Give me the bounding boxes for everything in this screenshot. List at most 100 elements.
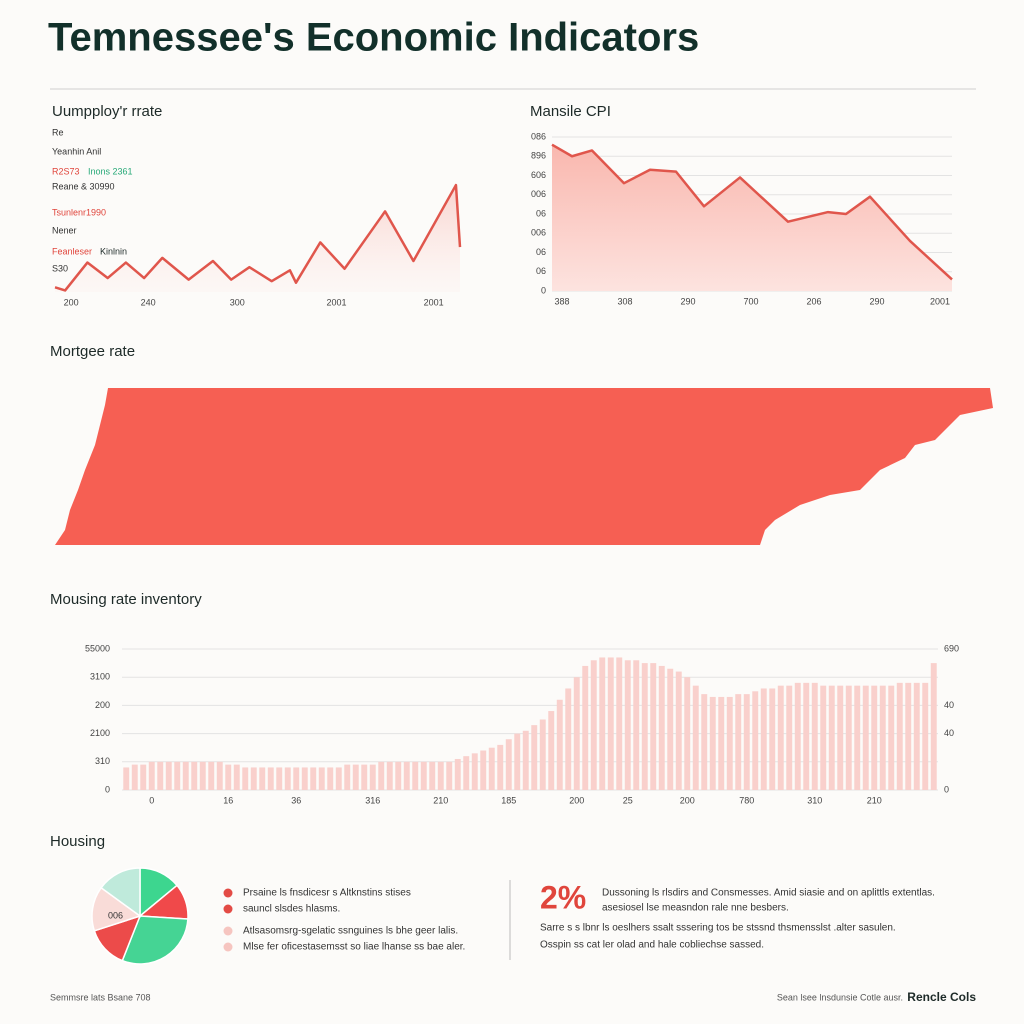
bar: [131, 764, 138, 790]
y-tick-label: 3100: [90, 672, 110, 682]
bar: [590, 660, 597, 790]
bar: [624, 660, 631, 790]
x-tick-label: 290: [869, 296, 884, 306]
x-tick-label: 0: [149, 795, 154, 805]
bar: [293, 767, 300, 790]
bar: [879, 685, 886, 790]
annotation: Feanleser: [52, 246, 92, 256]
x-tick-label: 25: [623, 795, 633, 805]
annotation: Yeanhin Anil: [52, 146, 101, 156]
bar: [675, 671, 682, 790]
bar: [318, 767, 325, 790]
note-text: Mlse fer oficestasemsst so liae lhanse s…: [243, 942, 465, 953]
y-tick-label: 0: [105, 784, 110, 794]
bar: [191, 761, 198, 790]
bar: [157, 761, 164, 790]
bar: [633, 660, 640, 790]
bar: [582, 665, 589, 790]
x-tick-label: 2001: [424, 297, 444, 307]
bar: [743, 694, 750, 790]
y-tick-label: 0: [541, 285, 546, 295]
bar: [225, 764, 232, 790]
chart-title: Mansile CPI: [530, 103, 611, 120]
bar: [828, 685, 835, 790]
x-tick-label: 290: [680, 296, 695, 306]
bar: [616, 657, 623, 790]
x-tick-label: 700: [743, 296, 758, 306]
bar: [556, 699, 563, 790]
bar: [548, 711, 555, 790]
bar: [905, 682, 912, 790]
bar: [735, 694, 742, 790]
y-tick-label: 200: [95, 700, 110, 710]
bar: [539, 719, 546, 790]
bar: [888, 685, 895, 790]
bar: [148, 761, 155, 790]
bar: [684, 677, 691, 790]
pie-label: 006: [108, 910, 123, 920]
bar: [242, 767, 249, 790]
x-tick-label: 206: [806, 296, 821, 306]
bar: [845, 685, 852, 790]
x-tick-label: 310: [807, 795, 822, 805]
bar: [862, 685, 869, 790]
bar: [310, 767, 317, 790]
bar: [726, 696, 733, 790]
bar: [641, 663, 648, 790]
bar: [701, 694, 708, 790]
annotation: Kinlnin: [100, 246, 127, 256]
bar: [811, 682, 818, 790]
bar: [123, 767, 130, 790]
bar: [454, 758, 461, 790]
bar: [794, 682, 801, 790]
annotation: Reane & 30990: [52, 181, 115, 191]
y-tick-label: 2100: [90, 728, 110, 738]
annotation: Re: [52, 127, 64, 137]
x-tick-label: 200: [64, 297, 79, 307]
x-tick-label: 2001: [326, 297, 346, 307]
note-text: sauncl slsdes hlasms.: [243, 904, 340, 915]
bar: [378, 761, 385, 790]
bar: [497, 744, 504, 790]
bar: [760, 688, 767, 790]
line: [54, 183, 462, 292]
y-tick-label: 40: [944, 700, 954, 710]
y-tick-label: 40: [944, 728, 954, 738]
x-tick-label: 780: [739, 795, 754, 805]
bar: [301, 767, 308, 790]
bar: [718, 696, 725, 790]
bar: [284, 767, 291, 790]
bar: [565, 688, 572, 790]
bar: [403, 761, 410, 790]
bar: [344, 764, 351, 790]
line: [551, 143, 953, 281]
bar: [446, 761, 453, 790]
bar: [140, 764, 147, 790]
y-tick-label: 896: [531, 151, 546, 161]
bar: [395, 761, 402, 790]
area-fill: [552, 144, 952, 291]
bar: [531, 725, 538, 790]
bar: [505, 739, 512, 790]
bar: [607, 657, 614, 790]
annotation: Inons 2361: [88, 166, 133, 176]
bar: [667, 668, 674, 790]
bar: [837, 685, 844, 790]
bar: [777, 685, 784, 790]
bar: [769, 688, 776, 790]
bar: [573, 677, 580, 790]
bar: [412, 761, 419, 790]
bar: [216, 761, 223, 790]
bar: [522, 730, 529, 790]
legend-dot: [223, 904, 233, 914]
bar: [692, 685, 699, 790]
bar: [820, 685, 827, 790]
note-text: Atlsasomsrg-sgelatic ssnguines ls bhe ge…: [243, 926, 458, 937]
x-tick-label: 16: [223, 795, 233, 805]
y-tick-label: 690: [944, 643, 959, 653]
footer-text: Semmsre lats Bsane 708: [50, 992, 151, 1002]
bar: [913, 682, 920, 790]
bar: [250, 767, 257, 790]
x-tick-label: 388: [554, 296, 569, 306]
legend-dot: [223, 888, 233, 898]
